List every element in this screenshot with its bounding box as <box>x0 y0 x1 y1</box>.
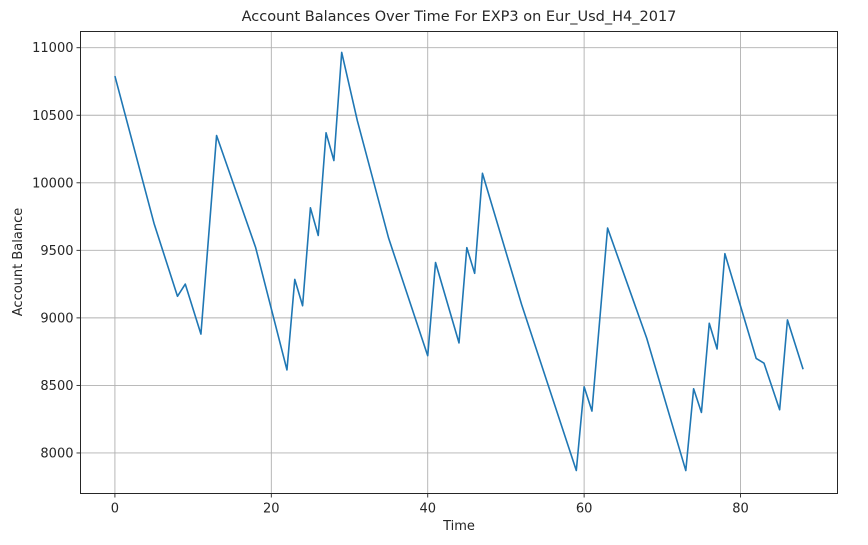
x-axis-ticks: 0 20 40 60 80 <box>111 493 749 517</box>
x-tick-label: 40 <box>419 502 436 517</box>
account-balance-line <box>114 51 804 472</box>
series-layer <box>114 51 804 472</box>
grid <box>80 31 838 494</box>
x-tick-label: 20 <box>263 502 280 517</box>
y-axis-label: Account Balance <box>11 208 26 316</box>
y-tick-label: 8000 <box>40 446 73 461</box>
x-axis-label: Time <box>442 519 475 534</box>
chart-title: Account Balances Over Time For EXP3 on E… <box>242 9 677 25</box>
x-tick-label: 60 <box>576 502 593 517</box>
plot-frame <box>80 31 838 494</box>
x-tick-label: 80 <box>732 502 749 517</box>
x-tick-label: 0 <box>111 502 119 517</box>
y-axis-ticks: 8000 8500 9000 9500 10000 10500 11000 <box>32 41 81 461</box>
y-tick-label: 10000 <box>32 176 73 191</box>
y-tick-label: 11000 <box>32 41 73 56</box>
y-tick-label: 10500 <box>32 109 73 124</box>
y-tick-label: 9000 <box>40 311 73 326</box>
y-tick-label: 9500 <box>40 244 73 259</box>
y-tick-label: 8500 <box>40 379 73 394</box>
